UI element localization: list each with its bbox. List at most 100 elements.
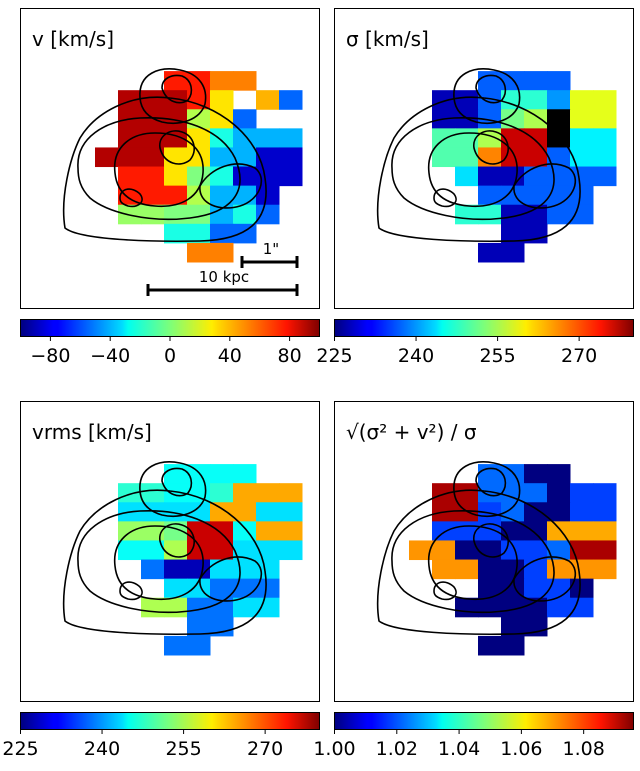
heatmap-cell	[164, 71, 188, 91]
heatmap-cell	[233, 502, 257, 522]
heatmap-cell	[501, 597, 525, 618]
heatmap-cell	[478, 502, 502, 522]
heatmap-cell	[164, 635, 188, 656]
heatmap-cell	[187, 540, 211, 561]
heatmap-cell	[524, 204, 548, 225]
heatmap-cell	[210, 109, 234, 129]
heatmap-cell	[501, 540, 525, 561]
heatmap-cell	[164, 166, 188, 187]
contour-line	[433, 188, 457, 208]
heatmap-cell	[210, 540, 234, 561]
heatmap-cell	[233, 483, 257, 503]
heatmap-cell	[164, 90, 188, 110]
heatmap-cell	[524, 502, 548, 522]
heatmap-cell	[233, 109, 257, 129]
heatmap-cell	[432, 90, 456, 110]
heatmap-cell	[478, 483, 502, 503]
contour-line	[62, 96, 267, 243]
colorbar-gradient	[334, 712, 634, 730]
heatmap-cell	[279, 540, 303, 561]
contour-line	[139, 461, 207, 517]
heatmap-cell	[524, 483, 548, 503]
panel-title: vrms [km/s]	[32, 420, 152, 444]
heatmap-cell	[593, 90, 617, 110]
heatmap-cell	[455, 147, 479, 168]
colorbar: −80 −40 0 40 80	[20, 319, 320, 367]
heatmap-cell	[210, 502, 234, 522]
colorbar-tick-label: 1.04	[438, 738, 480, 760]
contour-line	[453, 461, 521, 517]
heatmap-cell	[233, 597, 257, 618]
heatmap-cell	[164, 128, 188, 148]
heatmap-cell	[524, 166, 548, 187]
heatmap-cell	[233, 147, 257, 168]
contour-line	[376, 489, 581, 636]
heatmap-cell	[524, 109, 548, 129]
heatmap-cell	[256, 483, 280, 503]
heatmap-cell	[233, 223, 257, 244]
heatmap-cell	[210, 71, 234, 91]
contour-line	[391, 117, 555, 221]
colorbar: 225 240 255 270	[2, 712, 320, 760]
contour-line	[159, 130, 195, 165]
contour-line	[433, 581, 457, 601]
heatmap-cell	[478, 109, 502, 129]
heatmap-cell	[570, 109, 594, 129]
heatmap-cell	[455, 166, 479, 187]
heatmap-cell	[432, 559, 456, 580]
heatmap-cell	[478, 71, 502, 91]
colorbar-gradient	[20, 712, 320, 730]
contour-overlay	[376, 461, 581, 636]
colorbar-tick-label: 240	[398, 345, 434, 367]
heatmap-cell	[141, 204, 165, 225]
heatmap-cell	[570, 128, 594, 148]
scalebar-label: 10 kpc	[199, 268, 249, 286]
heatmap-cell	[593, 559, 617, 580]
heatmap-cell	[478, 185, 502, 206]
heatmap-cell	[593, 166, 617, 187]
contour-line	[77, 510, 241, 614]
colorbar-tick-label: 240	[84, 738, 120, 760]
heatmap-cell	[210, 464, 234, 484]
heatmap-cell	[279, 166, 303, 187]
heatmap-cell	[524, 185, 548, 206]
heatmap-cell	[256, 597, 280, 618]
heatmap-cell	[164, 204, 188, 225]
heatmap-cell	[141, 147, 165, 168]
heatmap-cell	[118, 128, 142, 148]
heatmap-cell	[570, 559, 594, 580]
heatmap-cell	[478, 128, 502, 148]
panel-4: √(σ² + v²) / σ	[334, 401, 634, 702]
contour-line	[119, 581, 143, 601]
heatmap-cell	[210, 521, 234, 541]
heatmap-cell	[524, 559, 548, 580]
heatmap-grid	[432, 71, 617, 263]
heatmap-cell	[570, 166, 594, 187]
colorbar: 225 240 255 270	[316, 319, 634, 367]
heatmap-cell	[524, 71, 548, 91]
colorbar-tick-label: 225	[316, 345, 352, 367]
heatmap-cell	[524, 597, 548, 618]
colorbar-tick-label: 1.02	[376, 738, 418, 760]
heatmap-cell	[593, 128, 617, 148]
heatmap-cell	[593, 540, 617, 561]
colorbar-tick-label: 255	[479, 345, 515, 367]
heatmap-cell	[478, 578, 502, 599]
heatmap-cell	[570, 578, 594, 599]
heatmap-cell	[118, 90, 142, 110]
colorbar: 1.00 1.02 1.04 1.06 1.08	[313, 712, 634, 760]
contour-line	[161, 74, 193, 104]
contour-overlay	[62, 461, 267, 636]
heatmap-cell	[478, 559, 502, 580]
contour-line	[376, 96, 581, 243]
heatmap-cell	[279, 147, 303, 168]
heatmap-cell	[593, 109, 617, 129]
heatmap-cell	[187, 223, 211, 244]
heatmap-cell	[524, 464, 548, 484]
heatmap-cell	[187, 204, 211, 225]
heatmap-cell	[256, 166, 280, 187]
heatmap-cell	[432, 540, 456, 561]
heatmap-cell	[547, 204, 571, 225]
heatmap-cell	[256, 502, 280, 522]
